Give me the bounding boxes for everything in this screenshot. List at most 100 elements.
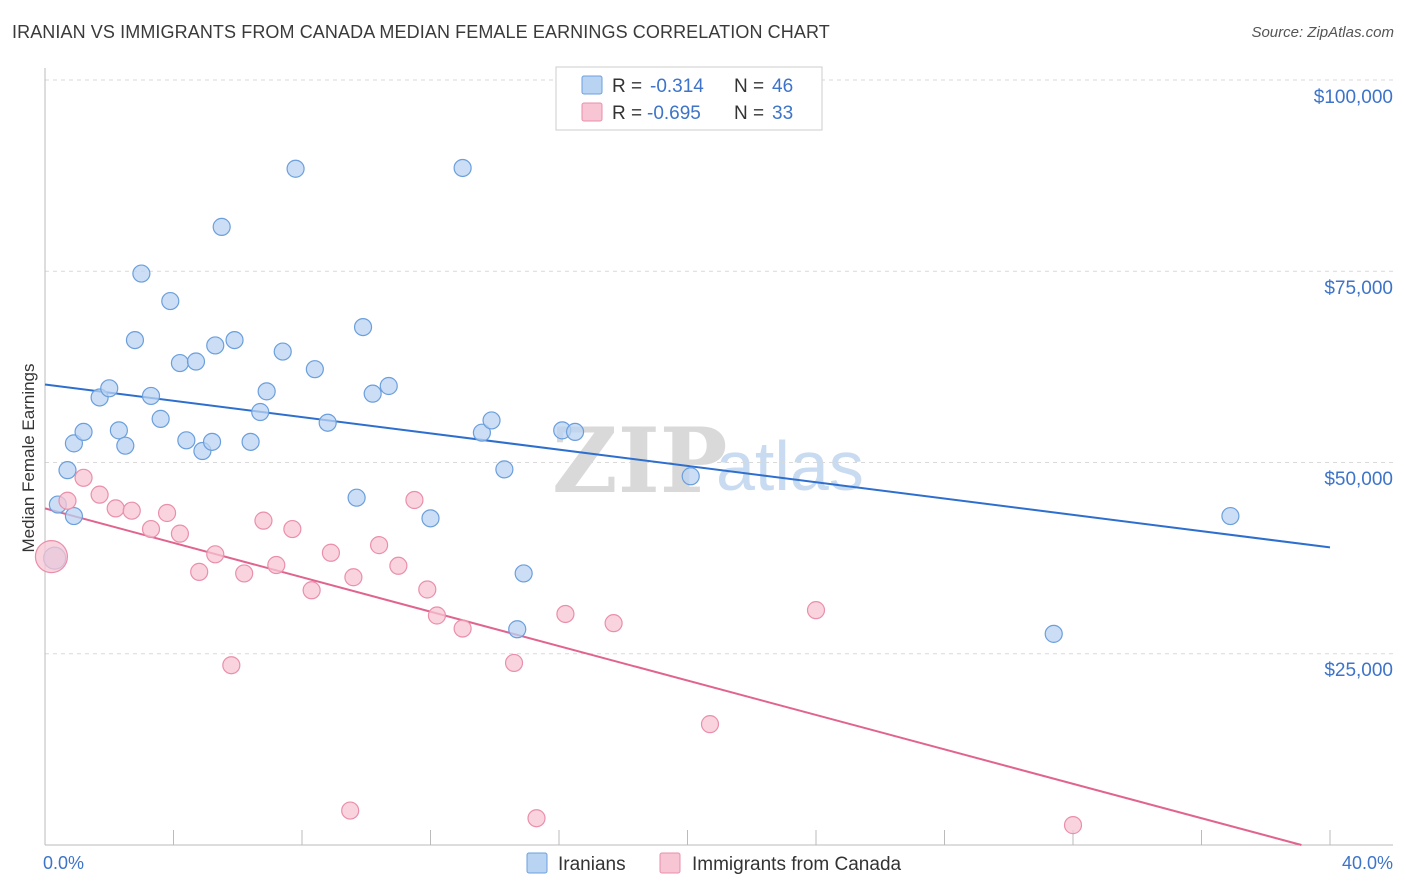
point-iranians (495, 460, 514, 479)
point-iranians (565, 422, 585, 441)
chart-title: IRANIAN VS IMMIGRANTS FROM CANADA MEDIAN… (12, 22, 830, 42)
legend-swatch-iranians (581, 75, 603, 95)
legend-r-label: R = (612, 103, 642, 124)
point-iranians (186, 352, 206, 371)
point-canada (141, 519, 161, 539)
legend-r-label: R = (612, 76, 642, 97)
point-iranians (347, 488, 366, 507)
point-iranians (132, 264, 151, 283)
point-iranians (257, 382, 276, 401)
point-canada (235, 564, 254, 583)
y-axis-label: Median Female Earnings (19, 364, 38, 553)
point-canada (321, 543, 341, 562)
point-iranians (161, 291, 180, 311)
point-iranians (251, 402, 270, 422)
legend-n-value: 46 (772, 76, 793, 97)
axes (44, 68, 1393, 846)
point-iranians (58, 461, 77, 480)
point-iranians (141, 386, 161, 406)
point-iranians (681, 467, 700, 486)
point-iranians (379, 376, 398, 396)
point-iranians (514, 564, 533, 583)
point-iranians (1044, 624, 1063, 643)
point-canada (190, 562, 209, 581)
legend-r-value: -0.695 (647, 103, 701, 124)
point-canada (170, 524, 190, 543)
point-iranians (286, 159, 305, 178)
point-canada (222, 656, 241, 675)
point-canada (157, 503, 177, 523)
point-canada (122, 501, 141, 520)
point-canada (206, 545, 225, 564)
point-iranians (177, 431, 196, 450)
point-canada (34, 539, 69, 574)
point-canada (302, 581, 321, 600)
y-tick-label: $25,000 (1324, 660, 1393, 681)
point-iranians (421, 509, 440, 528)
point-canada (341, 801, 360, 820)
point-iranians (508, 620, 527, 639)
point-iranians (64, 506, 84, 526)
bottom-legend-swatch-canada (659, 852, 681, 874)
point-canada (527, 809, 546, 828)
point-canada (604, 614, 623, 633)
x-tick-label: 40.0% (1342, 853, 1393, 873)
point-canada (74, 468, 93, 487)
legend-n-label: N = (734, 103, 764, 124)
y-tick-label: $100,000 (1314, 87, 1393, 108)
point-iranians (273, 342, 292, 361)
point-canada (405, 490, 424, 510)
point-iranians (363, 384, 382, 403)
legend-r-value: -0.314 (650, 76, 704, 97)
point-canada (1063, 816, 1083, 835)
point-iranians (453, 158, 472, 178)
bottom-legend: Iranians Immigrants from Canada (526, 852, 902, 875)
point-canada (344, 568, 363, 587)
point-canada (700, 715, 720, 734)
y-tick-label: $50,000 (1324, 469, 1393, 490)
point-iranians (212, 217, 231, 236)
point-iranians (202, 432, 222, 451)
point-iranians (353, 317, 373, 337)
legend-n-value: 33 (772, 103, 793, 124)
point-iranians (472, 423, 491, 442)
point-iranians (109, 421, 128, 440)
point-canada (418, 580, 437, 599)
point-iranians (241, 432, 260, 451)
bottom-legend-swatch-iranians (526, 852, 548, 874)
point-iranians (170, 353, 190, 373)
point-canada (90, 485, 109, 504)
point-canada (254, 511, 273, 530)
point-iranians (151, 409, 170, 428)
point-iranians (116, 436, 135, 455)
y-tick-label: $75,000 (1324, 278, 1393, 299)
point-canada (389, 556, 408, 575)
point-iranians (225, 331, 244, 350)
point-canada (106, 499, 125, 518)
watermark: ZIP atlas (552, 408, 864, 514)
point-canada (58, 491, 77, 510)
point-iranians (100, 379, 119, 398)
point-canada (453, 619, 472, 638)
data-points (34, 158, 1240, 835)
x-tick-label: 0.0% (43, 853, 84, 873)
point-canada (556, 604, 575, 624)
point-canada (504, 653, 524, 673)
point-iranians (305, 360, 324, 379)
point-canada (267, 555, 286, 575)
point-canada (806, 601, 826, 620)
point-canada (427, 606, 447, 625)
point-iranians (74, 422, 93, 441)
legend-swatch-canada (581, 102, 603, 122)
legend: R = -0.314 N = 46 R = -0.695 N = 33 (555, 66, 823, 131)
point-canada (283, 519, 302, 539)
bottom-legend-label: Iranians (558, 854, 626, 875)
watermark-atlas: atlas (716, 427, 864, 505)
point-iranians (318, 413, 337, 432)
point-canada (370, 536, 389, 555)
point-iranians (482, 411, 501, 430)
point-iranians (1221, 506, 1240, 526)
point-iranians (206, 336, 225, 355)
trend-line-canada (44, 507, 1302, 846)
